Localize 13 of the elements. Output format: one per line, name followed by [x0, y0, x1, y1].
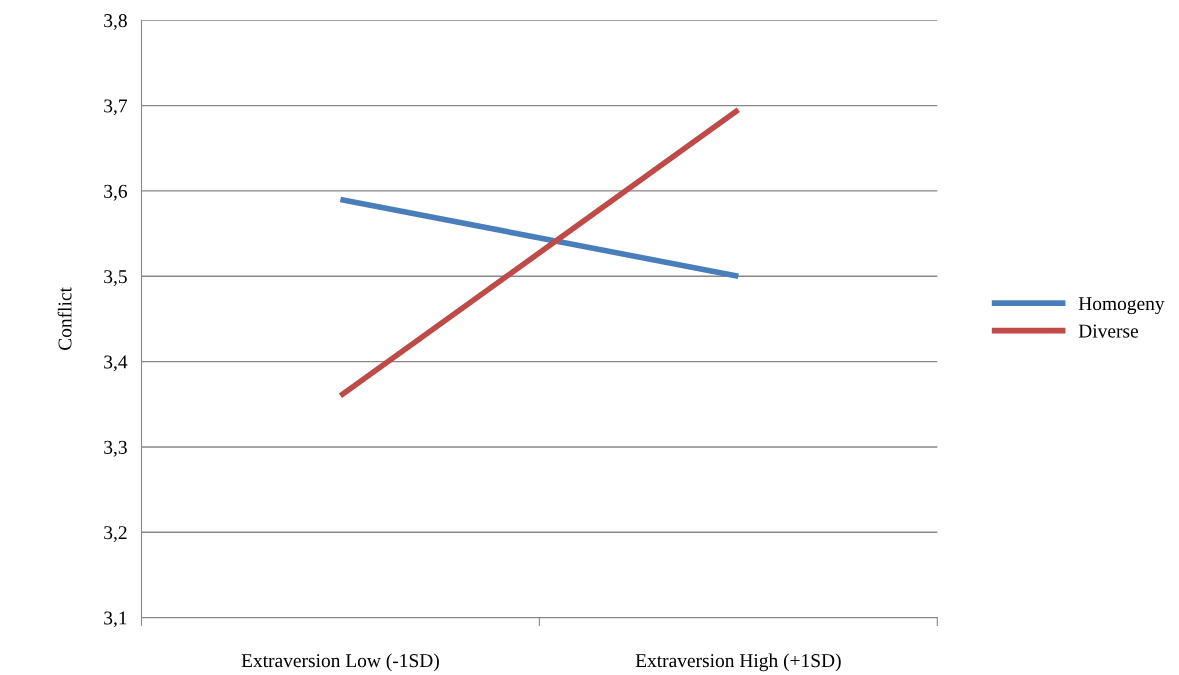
y-tick-label: 3,3 [104, 440, 127, 457]
y-tick-label: 3,5 [104, 270, 127, 286]
y-tick-label: 3,4 [104, 355, 128, 372]
y-tick-label: 3,8 [104, 14, 127, 30]
legend-label: Diverse [1078, 324, 1138, 338]
y-axis-title: Conflict [57, 287, 72, 350]
legend-label: Homogeny [1078, 297, 1165, 315]
y-tick-label: 3,7 [104, 99, 128, 116]
y-tick-label: 3,2 [104, 526, 127, 543]
x-tick-label: Extraversion Low (-1SD) [241, 653, 439, 672]
y-tick-label: 3,1 [104, 611, 127, 628]
y-tick-label: 3,6 [104, 184, 128, 201]
x-tick-label: Extraversion High (+1SD) [635, 653, 841, 672]
